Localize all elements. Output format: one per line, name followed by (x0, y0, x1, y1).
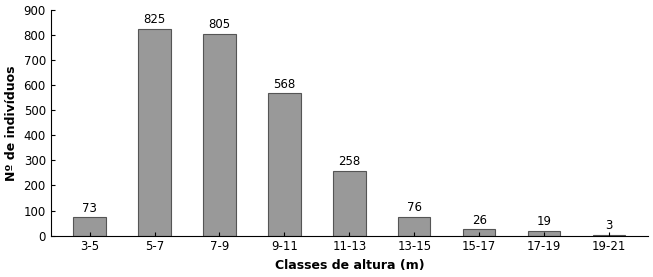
Bar (463, 229, 496, 235)
Bar (73, 217, 106, 235)
Text: 258: 258 (338, 155, 360, 168)
Text: 19: 19 (537, 215, 552, 228)
Text: 825: 825 (144, 13, 166, 26)
Y-axis label: Nº de indivíduos: Nº de indivíduos (5, 65, 18, 181)
Text: 76: 76 (407, 201, 422, 214)
Bar (138, 29, 171, 235)
Text: 73: 73 (82, 202, 97, 215)
Bar (333, 171, 366, 235)
Text: 805: 805 (208, 18, 231, 31)
Text: 26: 26 (471, 214, 486, 227)
Bar (203, 34, 236, 235)
Text: 3: 3 (605, 219, 613, 232)
Text: 568: 568 (274, 78, 296, 91)
Bar (528, 231, 560, 235)
Bar (268, 93, 300, 235)
X-axis label: Classes de altura (m): Classes de altura (m) (274, 259, 424, 272)
Bar (398, 217, 430, 235)
